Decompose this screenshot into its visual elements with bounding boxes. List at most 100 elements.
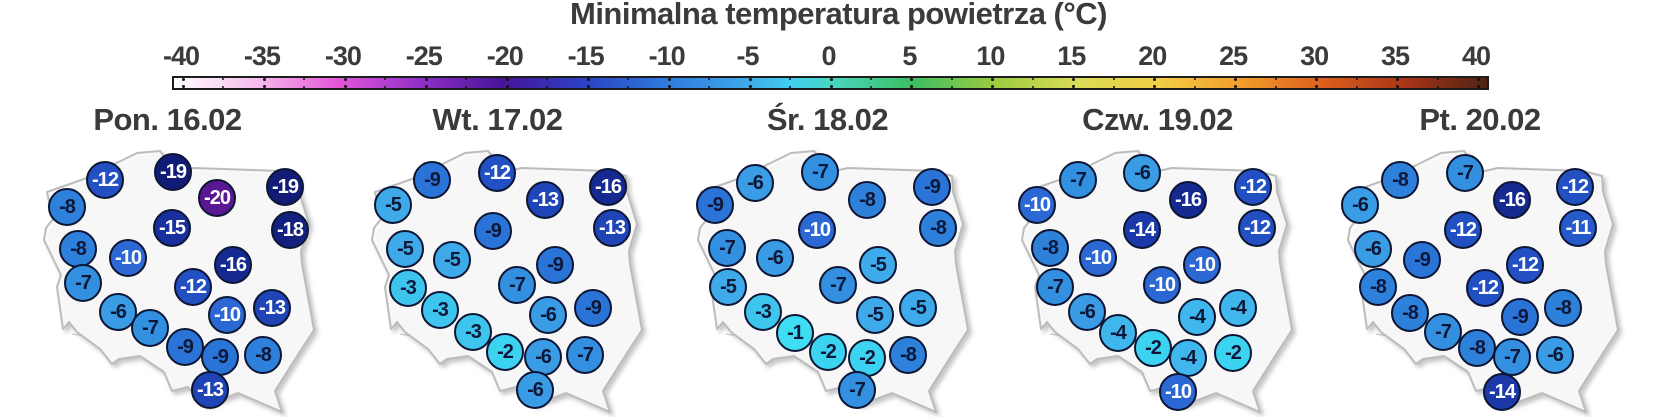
colorbar-tick-mark	[1234, 85, 1238, 88]
colorbar-minor-tick-mark	[627, 78, 630, 80]
temperature-marker: -6	[1536, 336, 1574, 374]
day-title: Czw. 19.02	[1082, 102, 1233, 137]
temperature-marker: -8	[244, 336, 282, 374]
colorbar-tick-label: 5	[902, 41, 917, 71]
colorbar-minor-tick-mark	[708, 86, 711, 88]
temperature-marker: -5	[374, 186, 412, 224]
temperature-marker: -5	[859, 246, 897, 284]
temperature-marker: -7	[819, 266, 857, 304]
temperature-marker: -2	[1134, 329, 1172, 367]
colorbar-tick-mark	[424, 85, 428, 88]
temperature-marker: -12	[1444, 211, 1482, 249]
temperature-marker: -9	[913, 168, 951, 206]
colorbar-gradient	[172, 76, 1489, 90]
temperature-marker: -16	[1493, 181, 1531, 219]
temperature-marker: -7	[1446, 154, 1484, 192]
colorbar-tick-mark	[991, 85, 995, 88]
temperature-marker: -8	[919, 209, 957, 247]
temperature-marker: -7	[838, 371, 876, 409]
colorbar-tick-label: 20	[1138, 41, 1167, 71]
temperature-marker: -6	[1123, 154, 1161, 192]
temperature-marker: -10	[208, 296, 246, 334]
temperature-marker: -9	[574, 289, 612, 327]
colorbar-tick-mark	[505, 78, 509, 81]
colorbar-tick-mark	[586, 78, 590, 81]
temperature-marker: -7	[498, 266, 536, 304]
colorbar-tick-mark	[182, 85, 185, 88]
temperature-marker: -12	[174, 268, 212, 306]
colorbar-tick-mark	[1477, 85, 1480, 88]
temperature-marker: -4	[1219, 289, 1257, 327]
day-map-panel: Czw. 19.02 -7 -6 -16 -12 -10 -14 -12 -8 -10 -10 -1…	[990, 100, 1325, 417]
temperature-marker: -16	[214, 246, 252, 284]
temperature-marker: -7	[131, 309, 169, 347]
temperature-marker: -2	[1214, 334, 1252, 372]
temperature-marker: -5	[709, 268, 747, 306]
temperature-marker: -10	[109, 239, 147, 277]
temperature-marker: -6	[1354, 230, 1392, 268]
temperature-marker: -2	[809, 333, 847, 371]
colorbar-tick-label: -35	[243, 41, 281, 71]
colorbar-minor-tick-mark	[465, 86, 468, 88]
colorbar-tick-mark	[1072, 78, 1076, 81]
colorbar-minor-tick-mark	[950, 86, 953, 88]
temperature-marker: -6	[99, 293, 137, 331]
colorbar-tick-mark	[343, 78, 347, 81]
colorbar-minor-tick-mark	[627, 86, 630, 88]
temperature-marker: -7	[708, 229, 746, 267]
colorbar-tick-mark	[262, 78, 266, 81]
colorbar-minor-tick-mark	[222, 78, 225, 80]
colorbar-minor-tick-mark	[869, 78, 872, 80]
colorbar-tick-mark	[667, 85, 671, 88]
colorbar-tick-mark	[586, 85, 590, 88]
temperature-marker: -13	[593, 209, 631, 247]
colorbar-tick-label: -10	[648, 41, 686, 71]
colorbar-tick-mark	[1315, 78, 1319, 81]
colorbar-tick-mark	[1396, 78, 1400, 81]
colorbar-minor-tick-mark	[222, 86, 225, 88]
colorbar-tick-mark	[748, 85, 752, 88]
temperature-marker: -13	[253, 289, 291, 327]
colorbar-minor-tick-mark	[1112, 86, 1115, 88]
temperature-marker: -3	[744, 293, 782, 331]
temperature-marker: -15	[153, 209, 191, 247]
colorbar-tick-mark	[991, 78, 995, 81]
temperature-marker: -6	[524, 338, 562, 376]
colorbar-minor-tick-mark	[1031, 78, 1034, 80]
colorbar-minor-tick-mark	[303, 86, 306, 88]
temperature-marker: -8	[889, 336, 927, 374]
day-map-panel: Pon. 16.02 -12 -19 -20 -19 -8 -15 -18 -8 -10 -16-…	[0, 100, 335, 417]
day-title: Pon. 16.02	[93, 102, 242, 137]
colorbar-minor-tick-mark	[1436, 78, 1439, 80]
temperature-marker: -6	[736, 164, 774, 202]
temperature-marker: -5	[386, 230, 424, 268]
colorbar-minor-tick-mark	[950, 78, 953, 80]
temperature-marker: -16	[1169, 181, 1207, 219]
temperature-marker: -10	[1079, 239, 1117, 277]
temperature-marker: -8	[1544, 289, 1582, 327]
colorbar-minor-tick-mark	[1274, 78, 1277, 80]
temperature-marker: -14	[1123, 211, 1161, 249]
colorbar-tick-mark	[182, 78, 185, 81]
temperature-marker: -5	[856, 296, 894, 334]
temperature-marker: -10	[798, 211, 836, 249]
temperature-marker: -7	[1059, 161, 1097, 199]
temperature-marker: -7	[1424, 313, 1462, 351]
temperature-marker: -8	[1381, 161, 1419, 199]
temperature-marker: -3	[421, 291, 459, 329]
temperature-marker: -6	[756, 239, 794, 277]
temperature-marker: -12	[1506, 246, 1544, 284]
temperature-marker: -2	[486, 333, 524, 371]
temperature-marker: -9	[1403, 241, 1441, 279]
colorbar-tick-mark	[262, 85, 266, 88]
colorbar-minor-tick-mark	[708, 78, 711, 80]
temperature-marker: -12	[1556, 168, 1594, 206]
temperature-marker: -11	[1559, 209, 1597, 247]
temperature-marker: -12	[1238, 209, 1276, 247]
colorbar-tick-label: -25	[405, 41, 443, 71]
colorbar-tick-label: -30	[324, 41, 362, 71]
temperature-marker: -10	[1018, 186, 1056, 224]
temperature-marker: -13	[191, 371, 229, 409]
colorbar-minor-tick-mark	[1355, 86, 1358, 88]
colorbar-tick-mark	[829, 85, 833, 88]
